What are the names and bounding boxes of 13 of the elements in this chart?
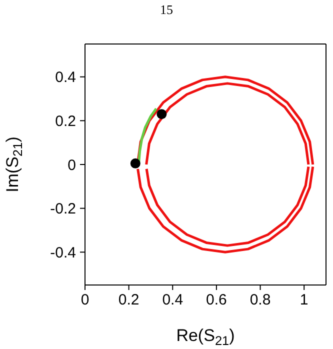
x-tick-label: 0.4 [162,292,184,309]
y-tick-label: 0.2 [55,113,76,130]
x-axis-title: Re(S$_{21}$) [176,326,235,348]
y-tick-label: -0.2 [50,200,76,218]
x-tick-label: 0.2 [118,292,140,309]
text: 15 [159,2,174,18]
y-tick-label: -0.4 [50,244,76,262]
x-tick-label: 1 [300,292,308,309]
x-tick-label: 0.8 [250,292,271,309]
y-tick-label: 0.4 [55,69,76,86]
x-tick-label: 0 [80,292,90,309]
x-tick-label: 0.6 [206,292,227,309]
y-tick-label: 0 [68,156,76,174]
